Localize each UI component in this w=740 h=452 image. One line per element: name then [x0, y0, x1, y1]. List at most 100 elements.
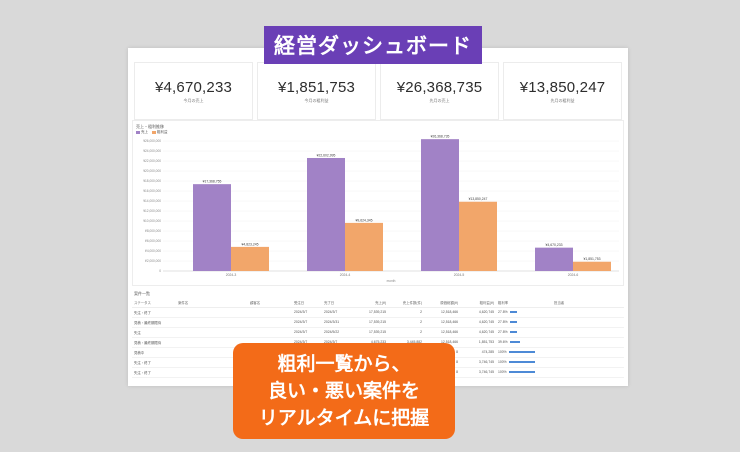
- cell-ratio: 27.8%: [496, 327, 552, 338]
- col-profit[interactable]: 粗利益(¥): [460, 298, 496, 308]
- legend-label-profit: 粗利益: [157, 130, 168, 134]
- cell-text: 27.8%: [498, 320, 508, 324]
- cell-text: 4,620,745: [478, 330, 494, 334]
- bar-sales: [535, 247, 573, 271]
- kpi-value: ¥4,670,233: [154, 78, 233, 96]
- table-row[interactable]: 見積・最終期限待 2024/3/7 2024/3/7 4,675,233 3,445,8…: [132, 337, 624, 348]
- y-tick-label: 0: [159, 269, 161, 273]
- bar-data-label: ¥17,368,755: [203, 180, 222, 184]
- kpi-label: 先月の売上: [429, 97, 450, 103]
- cell-complete-date: 2024/3/7: [322, 307, 352, 318]
- cell-text: 2024/3/7: [324, 340, 338, 344]
- col-owner[interactable]: 担当者: [552, 298, 624, 308]
- legend-item-sales[interactable]: 売上: [136, 130, 148, 135]
- chart-legend[interactable]: 売上 粗利益: [136, 130, 168, 135]
- cell-order-date: 2024/3/7: [292, 327, 322, 338]
- cell-count: 2: [388, 307, 424, 318]
- kpi-value: ¥1,851,753: [277, 78, 356, 96]
- cell-cost: 12,518,466: [424, 317, 460, 328]
- cell-text: 4,620,745: [478, 320, 494, 324]
- cell-text: 2024/3/7: [324, 310, 338, 314]
- cell-text: 17,539,215: [369, 320, 386, 324]
- cell-text: 2024/3/7: [294, 340, 308, 344]
- ratio-bar: [508, 351, 535, 354]
- cell-text: 2024/3/7: [294, 330, 308, 334]
- ratio-bar: [508, 361, 535, 364]
- y-tick-label: ¥6,000,000: [145, 239, 161, 243]
- table-header-row: ステータス 案件名 顧客名 受注日 完了日 売上(¥) 売上件数(件) 原価総額…: [132, 298, 624, 308]
- cell-text: 2: [420, 310, 422, 314]
- sales-profit-chart-panel: 売上・粗利推移 売上 粗利益 0 ¥2,000,000 ¥4,000,000 ¥6,0…: [132, 120, 624, 286]
- y-tick-label: ¥20,000,000: [143, 169, 161, 173]
- col-ratio[interactable]: 粗利率: [496, 298, 552, 308]
- legend-label-sales: 売上: [141, 130, 148, 134]
- cell-status: 見積・最終期限待: [132, 317, 176, 328]
- bar-profit: [231, 246, 269, 271]
- table-row[interactable]: 失注・終了 2024/3/7 2024/3/7 17,539,215 2 12,518,4…: [132, 307, 624, 318]
- cell-status: 失注・終了: [132, 307, 176, 318]
- kpi-card-last-month-profit: ¥13,850,247 先月の粗利益: [503, 62, 622, 120]
- legend-item-profit[interactable]: 粗利益: [152, 130, 168, 135]
- cell-profit: 1,851,753: [460, 337, 496, 348]
- cell-text: 失注: [134, 330, 141, 335]
- table-title: 案件一覧: [134, 291, 150, 296]
- kpi-row: ¥4,670,233 今月の売上 ¥1,851,753 今月の粗利益 ¥26,3…: [134, 62, 622, 120]
- cell-profit: 474,285: [460, 347, 496, 358]
- cell-owner: [552, 357, 624, 368]
- callout-line: リアルタイムに把握: [258, 407, 430, 429]
- col-count[interactable]: 売上件数(件): [388, 298, 424, 308]
- cell-text: 見積・最終期限待: [134, 320, 162, 325]
- table-row[interactable]: 失注 2024/3/7 2024/5/22 17,539,215 2 12,518,466…: [132, 327, 624, 338]
- y-tick-label: ¥22,000,000: [143, 159, 161, 163]
- y-tick-label: ¥16,000,000: [143, 189, 161, 193]
- col-project[interactable]: 案件名: [176, 298, 248, 308]
- cell-owner: [552, 367, 624, 378]
- cell-text: 8: [456, 360, 458, 364]
- table-row[interactable]: 見積・最終期限待 2024/3/7 2024/3/31 17,539,215 2 12,5…: [132, 317, 624, 328]
- ratio-bar: [509, 341, 520, 344]
- col-cost[interactable]: 原価総額(¥): [424, 298, 460, 308]
- col-customer[interactable]: 顧客名: [248, 298, 292, 308]
- col-status[interactable]: ステータス: [132, 298, 176, 308]
- cell-cost: 12,518,466: [424, 307, 460, 318]
- y-tick-label: ¥18,000,000: [143, 179, 161, 183]
- bar-profit: [573, 261, 611, 271]
- cell-text: 失注・終了: [134, 370, 151, 375]
- page-title: 経営ダッシュボード: [264, 26, 482, 64]
- cell-ratio: 100%: [496, 357, 552, 368]
- callout-line: 良い・悪い案件を: [267, 380, 420, 402]
- kpi-value: ¥13,850,247: [519, 78, 606, 96]
- ratio-bar: [508, 371, 535, 374]
- cell-sales: 17,539,215: [352, 317, 388, 328]
- col-order-date[interactable]: 受注日: [292, 298, 322, 308]
- x-axis-label: month: [387, 279, 396, 283]
- cell-text: 8: [456, 370, 458, 374]
- cell-text: 17,539,215: [369, 310, 386, 314]
- ratio-bar: [509, 331, 517, 334]
- cell-project: [176, 317, 248, 328]
- cell-project: [176, 347, 248, 358]
- cell-text: 失注・終了: [134, 310, 151, 315]
- dashboard-screen: ¥4,670,233 今月の売上 ¥1,851,753 今月の粗利益 ¥26,3…: [128, 48, 628, 386]
- cell-text: 見積・最終期限待: [134, 340, 162, 345]
- y-tick-label: ¥14,000,000: [143, 199, 161, 203]
- cell-project: [176, 307, 248, 318]
- y-tick-label: ¥8,000,000: [145, 229, 161, 233]
- cell-complete-date: 2024/5/22: [322, 327, 352, 338]
- cell-text: 8: [456, 350, 458, 354]
- cell-text: 3,445,882: [406, 340, 422, 344]
- cell-text: 100%: [498, 360, 507, 364]
- cell-project: [176, 367, 248, 378]
- cell-status: 見積中: [132, 347, 176, 358]
- col-sales[interactable]: 売上(¥): [352, 298, 388, 308]
- bar-data-label: ¥26,368,735: [431, 135, 450, 139]
- cell-owner: [552, 307, 624, 318]
- cell-text: 2024/3/7: [294, 320, 308, 324]
- cell-complete-date: 2024/3/31: [322, 317, 352, 328]
- cell-customer: [248, 317, 292, 328]
- cell-cost: 12,518,466: [424, 327, 460, 338]
- kpi-label: 先月の粗利益: [550, 97, 575, 103]
- col-complete-date[interactable]: 完了日: [322, 298, 352, 308]
- y-tick-label: ¥10,000,000: [143, 219, 161, 223]
- cell-profit: 3,746,745: [460, 357, 496, 368]
